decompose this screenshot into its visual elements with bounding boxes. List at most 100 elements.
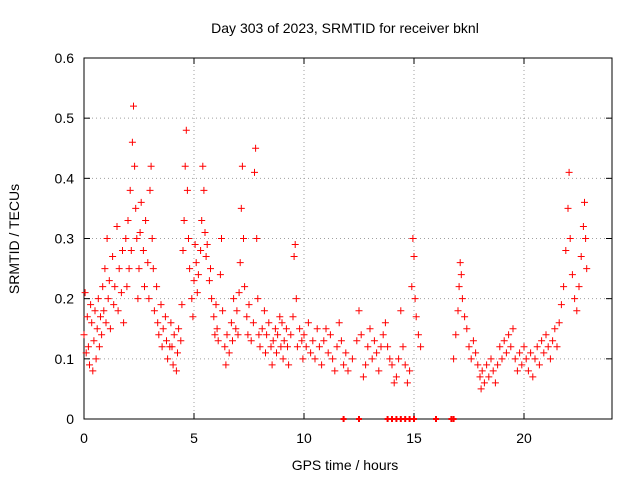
data-point (181, 162, 189, 170)
grid-lines (84, 58, 612, 419)
data-point (276, 313, 284, 321)
data-point (255, 331, 263, 339)
data-point (571, 295, 579, 303)
data-point (157, 301, 165, 309)
data-point (577, 253, 585, 261)
data-point (544, 343, 552, 351)
data-point (290, 253, 298, 261)
data-point (522, 355, 530, 363)
data-point (540, 349, 548, 357)
data-point (322, 325, 330, 333)
data-point (92, 355, 100, 363)
data-point (573, 307, 581, 315)
data-point (307, 349, 315, 357)
baseline-point (340, 416, 347, 422)
data-point (106, 325, 114, 333)
data-point (216, 271, 224, 279)
data-point (568, 271, 576, 279)
data-point (144, 259, 152, 267)
data-point (549, 337, 557, 345)
data-point (260, 307, 268, 315)
data-point (135, 265, 143, 273)
data-point (137, 198, 145, 206)
data-point (130, 102, 137, 110)
data-point (109, 253, 117, 261)
data-point (99, 283, 107, 291)
data-point (456, 259, 464, 267)
data-point (395, 355, 403, 363)
data-point (188, 295, 196, 303)
data-point (150, 307, 158, 315)
data-point (300, 331, 308, 339)
y-tick-label: 0.6 (55, 50, 75, 66)
data-point (172, 367, 180, 375)
data-point (417, 343, 425, 351)
data-point (235, 289, 243, 297)
baseline-point (433, 416, 439, 422)
x-tick-label: 0 (80, 430, 88, 446)
data-point (185, 235, 192, 242)
data-point (309, 337, 317, 345)
data-point (284, 343, 291, 351)
data-point (333, 343, 341, 351)
data-point (318, 361, 326, 369)
data-point (233, 307, 241, 315)
data-point (186, 265, 194, 273)
data-point (141, 283, 148, 291)
data-point (125, 265, 133, 273)
data-point (335, 319, 343, 327)
data-point (375, 367, 383, 375)
data-point (127, 247, 135, 255)
data-point (491, 379, 499, 387)
data-point (95, 343, 103, 351)
data-point (505, 331, 513, 339)
data-point (175, 325, 183, 333)
data-point (183, 186, 191, 194)
data-point (133, 235, 141, 242)
y-axis-label: SRMTID / TECUs (6, 184, 22, 294)
data-point (289, 313, 297, 321)
data-point (251, 168, 258, 176)
data-point (256, 343, 264, 351)
data-point (399, 343, 407, 351)
data-point (348, 355, 356, 363)
data-point (299, 355, 307, 363)
data-point (320, 337, 328, 345)
data-point (262, 349, 269, 357)
data-point (542, 331, 550, 339)
data-point (213, 325, 221, 333)
data-point (507, 343, 515, 351)
data-point (480, 379, 488, 387)
data-point (291, 241, 299, 249)
data-point (113, 222, 121, 230)
data-point (296, 325, 304, 333)
data-point (148, 235, 156, 242)
data-point (207, 265, 214, 273)
data-point (337, 337, 345, 345)
data-point (167, 319, 175, 327)
data-point (304, 319, 312, 327)
data-point (245, 301, 253, 309)
data-point (450, 355, 458, 363)
data-point (298, 337, 306, 345)
data-point (485, 373, 493, 381)
data-point (579, 222, 587, 230)
data-point (469, 337, 477, 345)
data-point (134, 295, 142, 303)
data-point (210, 313, 218, 321)
data-point (455, 283, 463, 291)
data-point (403, 379, 411, 387)
data-point (193, 289, 201, 297)
data-point (247, 337, 255, 345)
data-point (535, 361, 543, 369)
data-point (234, 331, 242, 339)
data-point (237, 204, 245, 212)
data-point (362, 361, 370, 369)
data-point (147, 162, 155, 170)
data-point (83, 313, 91, 321)
x-tick-label: 20 (516, 430, 532, 446)
data-point (311, 355, 319, 363)
data-point (581, 198, 588, 206)
data-point (353, 337, 361, 345)
data-point (520, 343, 528, 351)
